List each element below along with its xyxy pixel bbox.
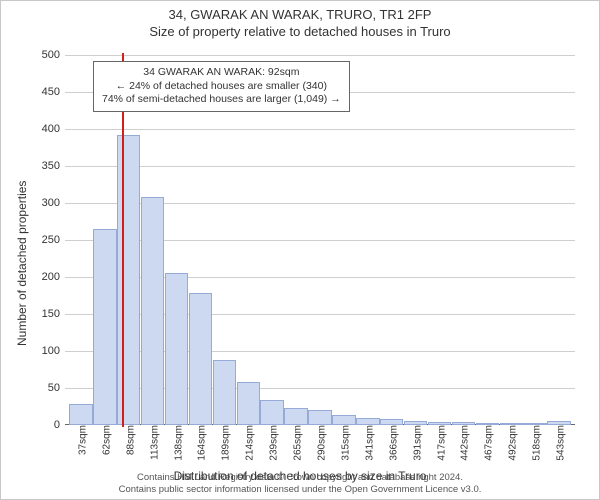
- histogram-bar: [213, 360, 236, 425]
- annotation-line-3: 74% of semi-detached houses are larger (…: [102, 93, 341, 107]
- histogram-bar: [189, 293, 212, 425]
- histogram-bar: [165, 273, 188, 425]
- x-tick-label: 164sqm: [193, 425, 208, 461]
- y-tick-label: 500: [42, 49, 65, 61]
- y-tick-label: 200: [42, 271, 65, 283]
- title-line-2: Size of property relative to detached ho…: [1, 24, 599, 41]
- x-tick-label: 315sqm: [336, 425, 351, 461]
- histogram-bar: [308, 410, 331, 425]
- y-tick-label: 350: [42, 160, 65, 172]
- annotation-box: 34 GWARAK AN WARAK: 92sqm ← 24% of detac…: [93, 61, 350, 112]
- gridline: [65, 55, 575, 56]
- y-tick-label: 400: [42, 123, 65, 135]
- y-tick-label: 150: [42, 308, 65, 320]
- histogram-bar: [93, 229, 116, 425]
- x-tick-label: 88sqm: [121, 425, 136, 455]
- x-tick-label: 214sqm: [241, 425, 256, 461]
- x-tick-label: 518sqm: [528, 425, 543, 461]
- histogram-bar: [332, 415, 355, 425]
- gridline: [65, 129, 575, 130]
- y-tick-label: 450: [42, 86, 65, 98]
- x-tick-label: 265sqm: [289, 425, 304, 461]
- x-tick-label: 366sqm: [384, 425, 399, 461]
- title-line-1: 34, GWARAK AN WARAK, TRURO, TR1 2FP: [1, 7, 599, 24]
- x-tick-label: 113sqm: [145, 425, 160, 460]
- footer-line-2: Contains public sector information licen…: [1, 484, 599, 496]
- title-block: 34, GWARAK AN WARAK, TRURO, TR1 2FP Size…: [1, 1, 599, 41]
- histogram-bar: [284, 408, 307, 425]
- x-tick-label: 62sqm: [97, 425, 112, 455]
- footer-line-1: Contains HM Land Registry data © Crown c…: [1, 472, 599, 484]
- y-tick-label: 0: [54, 419, 65, 431]
- histogram-bar: [141, 197, 164, 425]
- x-tick-label: 239sqm: [265, 425, 280, 461]
- x-tick-label: 442sqm: [456, 425, 471, 461]
- y-tick-label: 300: [42, 197, 65, 209]
- x-tick-label: 417sqm: [432, 425, 447, 461]
- x-tick-label: 467sqm: [480, 425, 495, 461]
- x-tick-label: 290sqm: [313, 425, 328, 461]
- x-tick-label: 37sqm: [73, 425, 88, 455]
- x-tick-label: 138sqm: [169, 425, 184, 461]
- x-tick-label: 189sqm: [217, 425, 232, 461]
- y-tick-label: 250: [42, 234, 65, 246]
- histogram-bar: [237, 382, 260, 425]
- y-tick-label: 100: [42, 345, 65, 357]
- y-axis-label: Number of detached properties: [15, 181, 29, 346]
- histogram-bar: [117, 135, 140, 425]
- annotation-line-1: 34 GWARAK AN WARAK: 92sqm: [102, 66, 341, 80]
- footer-block: Contains HM Land Registry data © Crown c…: [1, 472, 599, 496]
- histogram-bar: [69, 404, 92, 425]
- plot-wrap: 05010015020025030035040045050037sqm62sqm…: [65, 55, 575, 425]
- chart-container: 34, GWARAK AN WARAK, TRURO, TR1 2FP Size…: [0, 0, 600, 500]
- x-tick-label: 543sqm: [552, 425, 567, 461]
- x-tick-label: 341sqm: [360, 425, 375, 461]
- gridline: [65, 166, 575, 167]
- x-tick-label: 391sqm: [408, 425, 423, 461]
- x-tick-label: 492sqm: [504, 425, 519, 461]
- histogram-bar: [260, 400, 283, 425]
- y-tick-label: 50: [48, 382, 65, 394]
- histogram-bar: [356, 418, 379, 425]
- annotation-line-2: ← 24% of detached houses are smaller (34…: [102, 80, 341, 94]
